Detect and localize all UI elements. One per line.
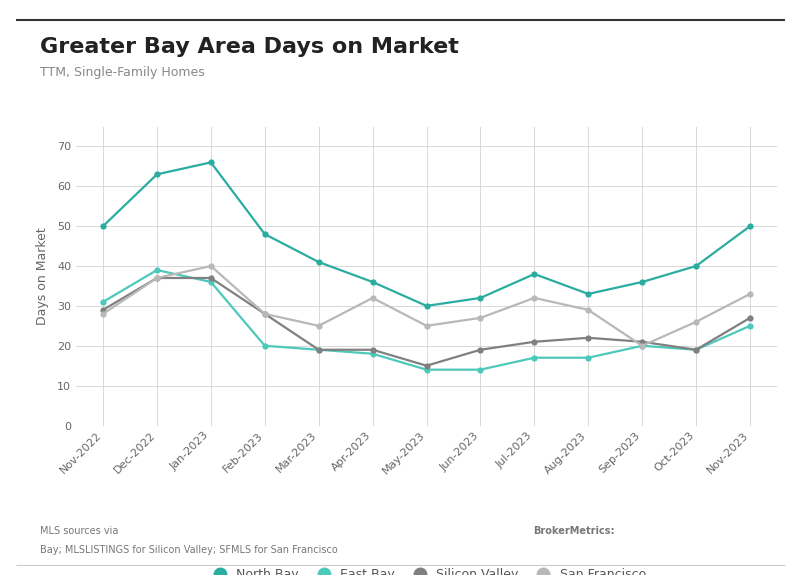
Legend: North Bay, East Bay, Silicon Valley, San Francisco: North Bay, East Bay, Silicon Valley, San… (203, 564, 650, 575)
Text: Bay; MLSLISTINGS for Silicon Valley; SFMLS for San Francisco: Bay; MLSLISTINGS for Silicon Valley; SFM… (40, 545, 338, 555)
Text: BrokerMetrics:: BrokerMetrics: (533, 526, 615, 536)
Y-axis label: Days on Market: Days on Market (36, 227, 49, 325)
Text: TTM, Single-Family Homes: TTM, Single-Family Homes (40, 66, 205, 79)
Text: Greater Bay Area Days on Market: Greater Bay Area Days on Market (40, 37, 459, 58)
Text: MLS sources via: MLS sources via (40, 526, 122, 536)
